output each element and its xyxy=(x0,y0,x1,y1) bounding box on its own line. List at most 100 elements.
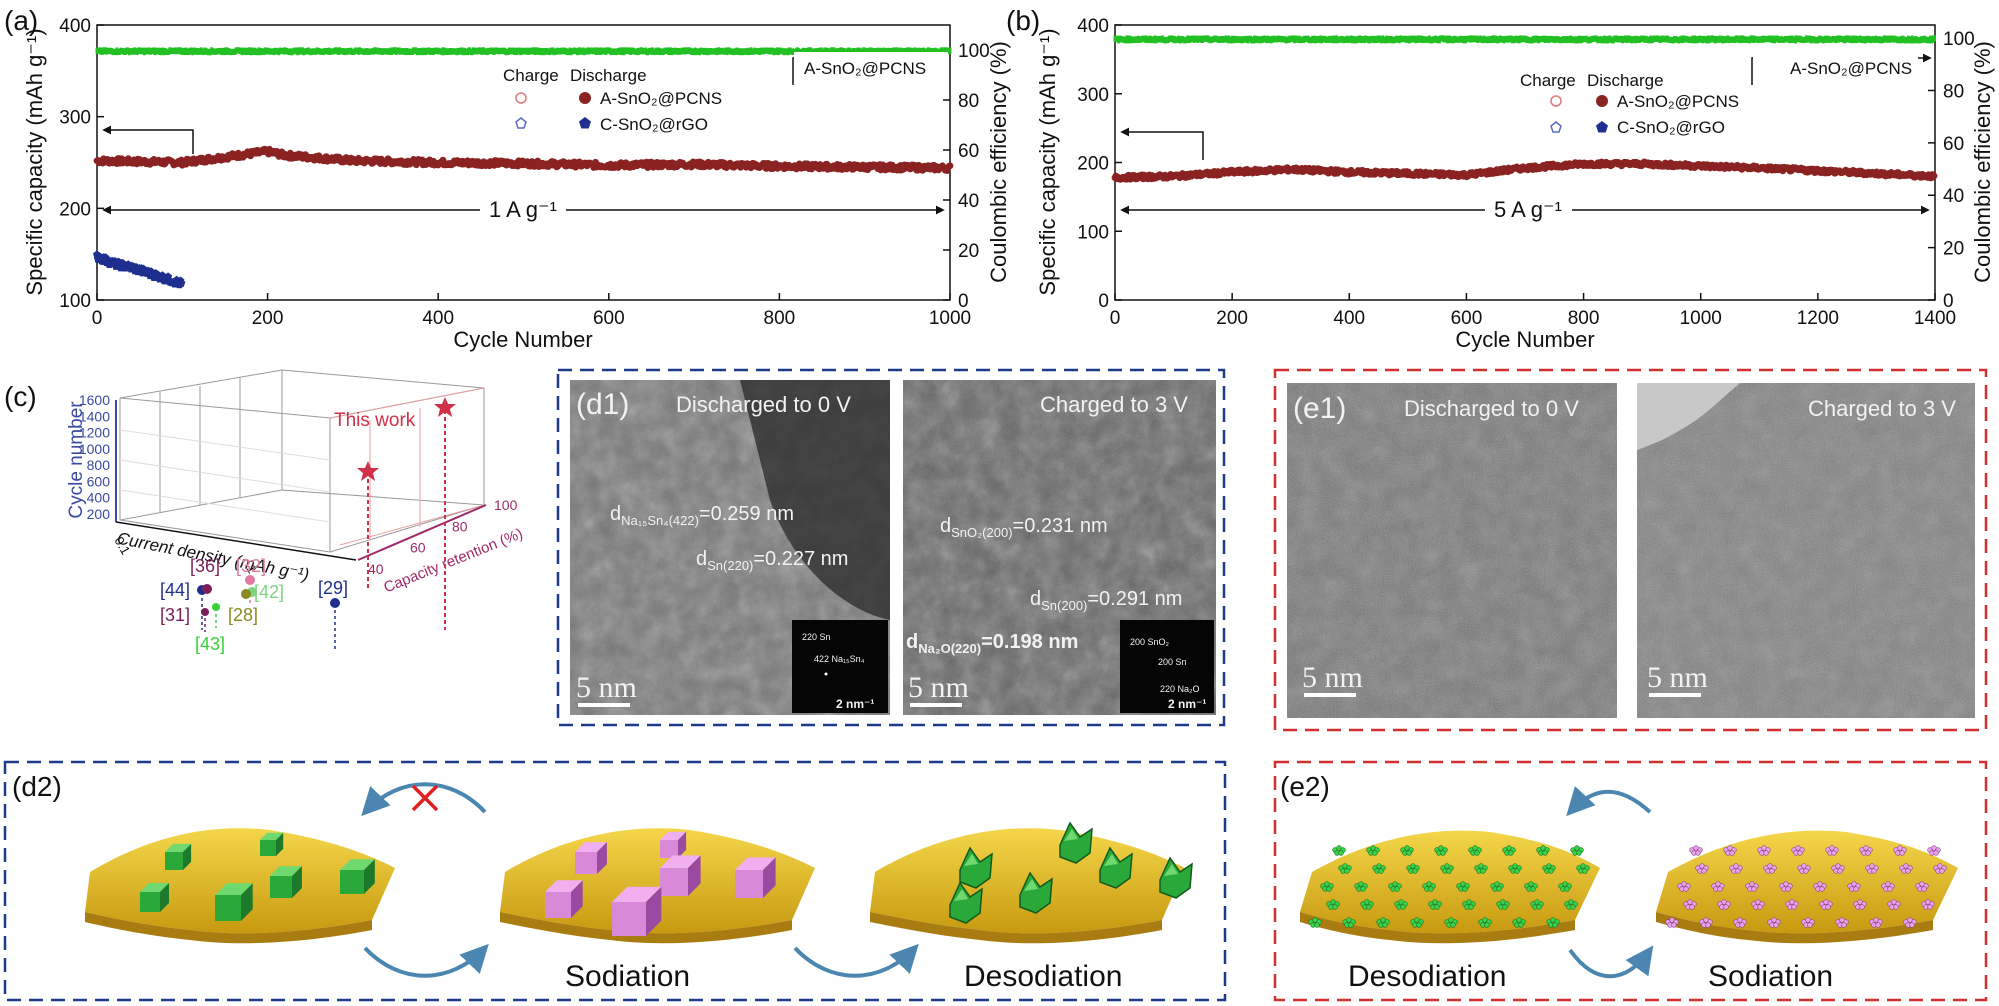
pink-cluster-22 xyxy=(1881,881,1895,892)
panel-e1-right-coarse xyxy=(1637,383,1975,718)
green-cluster-25 xyxy=(1360,899,1374,910)
pink-cluster-33 xyxy=(1699,917,1713,928)
panel-d1-left-d-label-2: dSn(220)=0.227 nm xyxy=(696,548,848,573)
a-x-tick-label-0: 0 xyxy=(92,308,103,329)
panel-c-point-43 xyxy=(212,603,220,611)
green-crystal-0 xyxy=(959,846,993,889)
pink-cluster-5 xyxy=(1859,845,1873,856)
a-ce-point-900 xyxy=(948,47,952,54)
panel-d1-right-d-label-2: dSn(200)=0.291 nm xyxy=(1030,588,1182,613)
panel-d1-left-scale-text: 5 nm xyxy=(576,671,637,704)
pink-cluster-30 xyxy=(1887,899,1901,910)
panel-d2-pink-cubes xyxy=(545,831,776,936)
a-y2-tick-label-1: 20 xyxy=(958,241,979,262)
pink-cluster-14 xyxy=(1899,863,1913,874)
green-cluster-5 xyxy=(1502,845,1516,856)
b-y-tick-label-1: 100 xyxy=(1077,222,1109,243)
a-x-tick-label-2: 400 xyxy=(422,308,454,329)
panel-b-label: (b) xyxy=(1006,5,1040,36)
panel-d2-cross-1 xyxy=(411,784,439,812)
panel-c-point-28 xyxy=(241,589,251,599)
a-y-tick-label-0: 100 xyxy=(59,291,91,312)
pink-cube-2 xyxy=(545,880,583,918)
a-y-tick-label-3: 400 xyxy=(59,16,91,37)
panel-d1-right-inset-label-3: 220 Na₂O xyxy=(1160,684,1200,694)
pink-cluster-8 xyxy=(1695,863,1709,874)
panel-d2: (d2) Sodiation Desodiation xyxy=(3,760,1227,1002)
pink-cluster-36 xyxy=(1801,917,1815,928)
panel-c-y-tick-label-2: 600 xyxy=(87,473,111,489)
panel-d1-right-scale-text: 5 nm xyxy=(908,671,969,704)
panel-b-legend-series-2: C-SnO₂@rGO xyxy=(1617,118,1725,137)
panel-a-legend: Charge Discharge A-SnO₂@PCNS C-SnO₂@rGO xyxy=(503,66,722,134)
panel-e2: (e2) Desodiation Sodiation xyxy=(1273,760,1988,1002)
green-cube-3 xyxy=(270,866,302,898)
green-cube-5 xyxy=(340,859,375,894)
panel-c-star-1 xyxy=(357,461,379,481)
green-crystal-3 xyxy=(1099,846,1133,889)
panel-c-y-tick-label-7: 1600 xyxy=(79,392,110,408)
green-cluster-1 xyxy=(1366,845,1380,856)
panel-d1-left-inset-label-2: 422 Na₁₅Sn₄ xyxy=(814,654,865,664)
pink-cube-3 xyxy=(660,855,701,896)
panel-c-axes-box xyxy=(119,369,485,553)
green-cluster-23 xyxy=(1558,881,1572,892)
a-series-0 xyxy=(93,145,954,175)
pink-cluster-24 xyxy=(1683,899,1697,910)
b-ce-point-899 xyxy=(1932,35,1936,42)
b-series-0 xyxy=(1111,158,1938,183)
panel-c-point-44-label: [44] xyxy=(160,580,190,600)
pink-cluster-20 xyxy=(1813,881,1827,892)
panel-d1-right-inset xyxy=(1120,620,1214,713)
panel-a-y2-label: Coulombic efficiency (%) xyxy=(986,41,1011,283)
panel-d1-right-d-label-1: dSnO₂(200)=0.231 nm xyxy=(940,515,1108,540)
green-cluster-4 xyxy=(1468,845,1482,856)
pink-cluster-19 xyxy=(1779,881,1793,892)
green-cluster-28 xyxy=(1462,899,1476,910)
pink-cluster-18 xyxy=(1745,881,1759,892)
green-cluster-16 xyxy=(1320,881,1334,892)
a-x-tick-label-4: 800 xyxy=(764,308,796,329)
pink-cluster-31 xyxy=(1921,899,1935,910)
panel-e1-label: (e1) xyxy=(1293,392,1346,425)
panel-e2-substrate-2 xyxy=(1656,830,1958,944)
panel-b-x-label: Cycle Number xyxy=(1455,327,1594,352)
pink-cluster-28 xyxy=(1819,899,1833,910)
green-cluster-26 xyxy=(1394,899,1408,910)
pink-cluster-29 xyxy=(1853,899,1867,910)
pink-cluster-3 xyxy=(1791,845,1805,856)
green-cluster-38 xyxy=(1512,917,1526,928)
panel-d1-right-d-label-3: dNa₂O(220)=0.198 nm xyxy=(906,631,1078,656)
pink-cluster-15 xyxy=(1933,863,1947,874)
panel-c-z-tick-label-0: 40 xyxy=(368,561,384,577)
green-cluster-34 xyxy=(1376,917,1390,928)
pink-cube-0 xyxy=(575,842,607,874)
panel-c-points: [29] [44] [36] [31] [32] [42] [28] [43] xyxy=(160,556,348,654)
panel-d1-left-inset-scale: 2 nm⁻¹ xyxy=(836,697,874,711)
panel-e2-green-clusters xyxy=(1308,845,1590,928)
panel-a-legend-series-2: C-SnO₂@rGO xyxy=(600,115,708,134)
panel-d1-label: (d1) xyxy=(576,388,629,421)
b-x-tick-label-3: 600 xyxy=(1451,308,1483,329)
panel-b-capacity-axis-arrow xyxy=(1120,127,1204,160)
panel-a-label: (a) xyxy=(4,5,38,36)
b-x-tick-label-0: 0 xyxy=(1110,308,1121,329)
panel-d2-sodiation-label: Sodiation xyxy=(565,960,690,993)
panel-e2-substrate-1 xyxy=(1300,830,1600,944)
panel-d2-dashed-frame xyxy=(3,760,1227,1002)
panel-b-legend: Charge Discharge A-SnO₂@PCNS C-SnO₂@rGO xyxy=(1520,71,1739,137)
panel-d1-left-dark-region xyxy=(740,380,890,620)
green-cluster-19 xyxy=(1422,881,1436,892)
panel-c-point-29 xyxy=(330,598,340,608)
pink-cluster-17 xyxy=(1711,881,1725,892)
panel-c-y-tick-label-6: 1400 xyxy=(79,408,110,424)
pink-cluster-26 xyxy=(1751,899,1765,910)
panel-b-x-ticks: 0 200 400 600 800 1000 1200 1400 xyxy=(1110,293,1956,329)
green-cluster-18 xyxy=(1388,881,1402,892)
a-y-tick-label-2: 300 xyxy=(59,108,91,129)
panel-e2-label: (e2) xyxy=(1280,771,1330,802)
green-cluster-6 xyxy=(1536,845,1550,856)
panel-d1-right-inset-label-1: 200 SnO₂ xyxy=(1130,637,1170,647)
green-cluster-30 xyxy=(1530,899,1544,910)
